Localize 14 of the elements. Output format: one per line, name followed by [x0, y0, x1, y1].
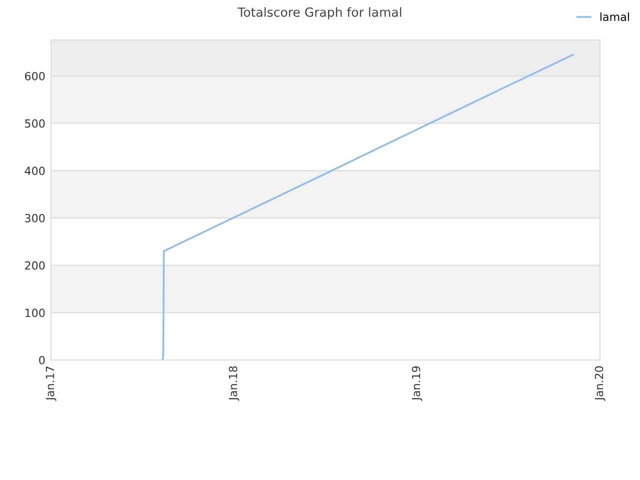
y-tick-label: 100 — [25, 308, 45, 318]
x-tick-label: Jan.17 — [46, 366, 56, 401]
y-tick-label: 200 — [25, 261, 45, 270]
chart-title: Totalscore Graph for lamal — [238, 7, 402, 20]
y-tick-label: 300 — [25, 214, 45, 222]
x-tick-label: Jan.18 — [228, 366, 240, 401]
y-tick-label: 400 — [24, 166, 45, 176]
line-series — [162, 54, 574, 360]
x-tick-label: Jan.20 — [594, 366, 606, 401]
x-tick-label: Jan.19 — [412, 366, 422, 401]
y-tick-label: 500 — [25, 119, 45, 128]
y-tick-label: 600 — [25, 72, 45, 80]
legend-label: lamal — [600, 12, 629, 21]
y-tick-label: 0 — [39, 356, 45, 364]
